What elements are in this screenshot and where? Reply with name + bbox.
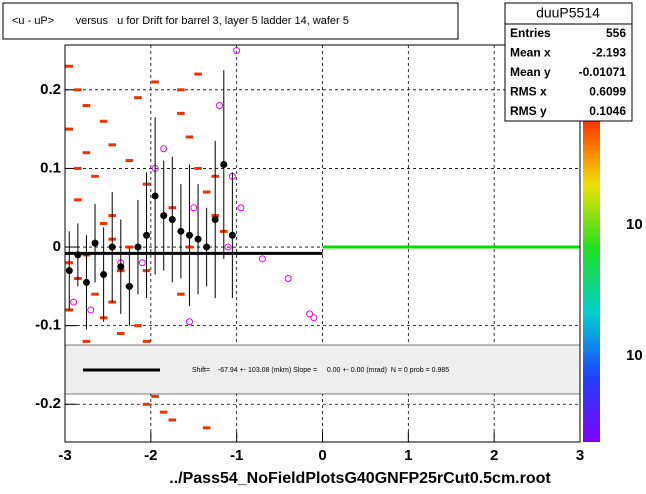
marker: [310, 314, 318, 322]
profile-point: [211, 216, 219, 224]
cell: [108, 143, 116, 147]
cell: [142, 339, 151, 343]
marker: [216, 102, 223, 110]
marker: [70, 298, 78, 306]
profile-point: [65, 267, 73, 275]
y-tick-label: -0.2: [35, 395, 61, 412]
z-label: 10: [626, 347, 643, 364]
marker: [233, 47, 241, 55]
cell: [202, 190, 211, 194]
marker: [237, 204, 245, 212]
marker: [160, 145, 168, 153]
cell: [125, 159, 134, 163]
cell: [194, 72, 202, 76]
marker: [87, 306, 95, 314]
cell: [185, 135, 194, 139]
cell: [74, 88, 82, 92]
cell: [117, 332, 125, 336]
cell: [74, 166, 82, 170]
marker: [258, 255, 266, 263]
marker: [284, 274, 292, 282]
cell: [168, 418, 177, 422]
cell: [65, 64, 74, 68]
y-tick-label: 0.2: [40, 81, 61, 98]
cell: [134, 96, 142, 100]
profile-point: [143, 231, 151, 239]
x-tick-label: 3: [576, 447, 584, 464]
cell: [151, 394, 159, 398]
x-tick-label: -3: [58, 447, 71, 464]
x-tick-label: -1: [230, 447, 243, 464]
cell: [82, 339, 91, 343]
cell: [177, 292, 185, 296]
cell: [142, 402, 151, 406]
profile-point: [108, 243, 116, 251]
axis-frame: [64, 44, 581, 443]
cell: [99, 119, 108, 123]
fit-legend-text: Shift= -67.94 +- 103.08 (mkm) Slope = 0.…: [192, 367, 449, 374]
cell: [91, 174, 99, 178]
profile-point: [168, 216, 176, 224]
cell: [194, 166, 202, 170]
x-tick-label: -2: [144, 447, 157, 464]
profile-point: [82, 278, 90, 286]
profile-point: [160, 212, 168, 220]
stats-label: RMS x: [510, 85, 547, 99]
marker: [185, 318, 193, 326]
stats-value: 0.1046: [589, 104, 626, 118]
marker: [190, 204, 198, 212]
color-palette: [583, 120, 600, 442]
stats-label: Mean x: [510, 46, 551, 60]
stats-value: -0.01071: [579, 65, 627, 79]
x-tick-label: 1: [404, 447, 412, 464]
footer: ../Pass54_NoFieldPlotsG40GNFP25rCut0.5cm…: [169, 470, 551, 487]
profile-point: [134, 243, 142, 251]
profile-point: [151, 192, 159, 200]
y-tick-label: -0.1: [35, 317, 61, 334]
cell: [65, 127, 74, 131]
profile-point: [125, 282, 133, 290]
stats-label: Entries: [510, 26, 551, 40]
cell: [151, 80, 159, 84]
stats-value: 556: [606, 26, 626, 40]
plot-area: -3 -2 -1 0 1 2 3 -0.2 -0.1 0 0.1 0.2 Shift= -67.94 +…: [35, 44, 584, 464]
cell: [91, 292, 99, 296]
stats-rows: Entries 556 Mean x -2.193 Mean y -0.01071 RMS …: [510, 26, 626, 118]
z-label: 10: [626, 216, 643, 233]
profile-point: [203, 243, 211, 251]
cell: [82, 151, 91, 155]
stats-box: [504, 2, 633, 122]
cell: [74, 198, 82, 202]
stats-title: duuP5514: [536, 5, 600, 21]
title-box: [2, 2, 459, 40]
profile-point: [228, 231, 236, 239]
marker: [306, 310, 314, 318]
stats-label: RMS y: [510, 104, 547, 118]
cell: [159, 410, 168, 414]
profile-point: [177, 227, 185, 235]
cell: [177, 111, 185, 115]
profile-point: [91, 239, 99, 247]
cell: [177, 88, 185, 92]
marker: [138, 259, 146, 267]
profile-point: [117, 263, 125, 271]
x-tick-label: 2: [490, 447, 498, 464]
profile-point: [194, 235, 202, 243]
profile-point: [100, 271, 108, 279]
marker: [224, 243, 232, 251]
cell: [202, 426, 211, 430]
cell: [134, 324, 142, 328]
y-tick-label: 0.1: [40, 159, 61, 176]
stats-label: Mean y: [510, 65, 551, 79]
stats-value: 0.6099: [589, 85, 626, 99]
profile-point: [185, 231, 193, 239]
profile-point: [220, 160, 228, 168]
cell: [99, 221, 108, 225]
chart-title: <u - uP> versus u for Drift for barrel 3…: [12, 15, 349, 27]
y-tick-label: 0: [53, 238, 61, 255]
cell: [82, 104, 91, 108]
x-tick-label: 0: [318, 447, 326, 464]
stats-value: -2.193: [592, 46, 626, 60]
